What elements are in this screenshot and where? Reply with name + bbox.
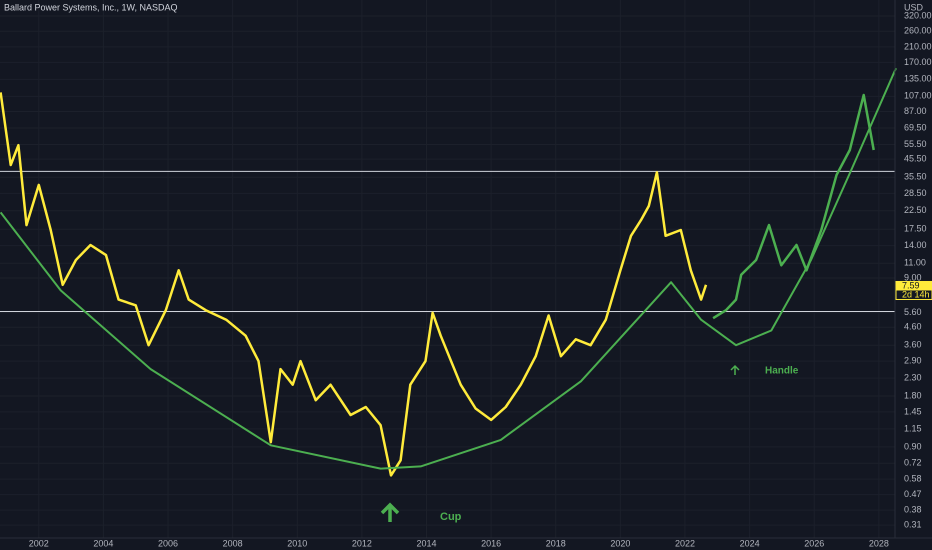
y-tick-label: 210.00 [904,41,932,51]
x-tick-label: 2028 [869,538,889,548]
y-tick-label: 107.00 [904,91,932,101]
chart-title: Ballard Power Systems, Inc., 1W, NASDAQ [4,2,178,12]
y-tick-label: 55.50 [904,139,927,149]
y-tick-label: 45.50 [904,153,927,163]
y-tick-label: 1.15 [904,423,922,433]
y-tick-label: 320.00 [904,10,932,20]
y-tick-label: 4.60 [904,322,922,332]
price-line [0,92,708,477]
currency-label: USD [904,2,924,12]
x-tick-label: 2018 [546,538,566,548]
y-tick-label: 2.90 [904,355,922,365]
y-tick-label: 260.00 [904,26,932,36]
y-tick-label: 0.47 [904,489,922,499]
handle-arrow [730,364,740,375]
y-tick-label: 5.60 [904,307,922,317]
y-tick-label: 0.90 [904,441,922,451]
y-tick-label: 28.50 [904,188,927,198]
y-tick-label: 1.45 [904,406,922,416]
y-tick-label: 0.58 [904,474,922,484]
y-tick-label: 22.50 [904,205,927,215]
y-tick-label: 2.30 [904,372,922,382]
x-tick-label: 2002 [29,538,49,548]
handle-label: Handle [765,366,799,377]
x-tick-label: 2010 [287,538,307,548]
y-tick-label: 87.00 [904,106,927,116]
y-tick-label: 9.00 [904,272,922,282]
y-tick-label: 69.50 [904,122,927,132]
countdown-label: 2d 14h [902,289,930,299]
x-tick-label: 2020 [610,538,630,548]
y-tick-label: 0.72 [904,458,922,468]
y-tick-label: 1.80 [904,390,922,400]
y-tick-label: 170.00 [904,57,932,67]
x-tick-label: 2004 [93,538,113,548]
x-tick-label: 2022 [675,538,695,548]
y-tick-label: 0.31 [904,519,922,529]
y-tick-label: 3.60 [904,340,922,350]
x-tick-label: 2008 [223,538,243,548]
cup-label: Cup [440,511,462,523]
y-tick-label: 11.00 [904,258,926,268]
x-tick-label: 2024 [740,538,760,548]
y-tick-label: 0.38 [904,505,922,515]
y-tick-label: 17.50 [904,224,927,234]
x-tick-label: 2014 [416,538,436,548]
last-price-label: 7.59 [902,280,920,290]
x-tick-label: 2012 [352,538,372,548]
y-tick-label: 14.00 [904,240,927,250]
y-tick-label: 35.50 [904,172,927,182]
cup-arrow [380,502,400,522]
x-tick-label: 2016 [481,538,501,548]
y-tick-label: 135.00 [904,74,932,84]
last-price-tag-top [896,281,932,291]
price-line [712,93,875,320]
x-tick-label: 2006 [158,538,178,548]
price-line [0,67,897,470]
x-tick-label: 2026 [804,538,824,548]
